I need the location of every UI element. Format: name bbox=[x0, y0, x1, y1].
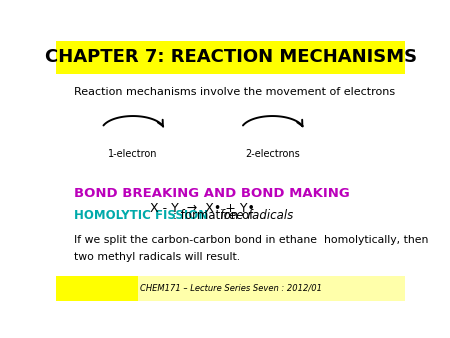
Text: BOND BREAKING AND BOND MAKING: BOND BREAKING AND BOND MAKING bbox=[74, 187, 350, 200]
Text: CHAPTER 7: REACTION MECHANISMS: CHAPTER 7: REACTION MECHANISMS bbox=[45, 48, 417, 66]
Text: Reaction mechanisms involve the movement of electrons: Reaction mechanisms involve the movement… bbox=[74, 87, 395, 97]
Text: 1-electron: 1-electron bbox=[108, 149, 158, 159]
Text: two methyl radicals will result.: two methyl radicals will result. bbox=[74, 252, 240, 262]
Text: 2-electrons: 2-electrons bbox=[245, 149, 300, 159]
Bar bbox=[56, 41, 405, 74]
Bar bbox=[56, 276, 138, 301]
Text: HOMOLYTIC FISSION: HOMOLYTIC FISSION bbox=[74, 209, 208, 222]
Text: free radicals: free radicals bbox=[220, 209, 293, 222]
Text: X - Y  →  X• + Y•: X - Y → X• + Y• bbox=[150, 202, 255, 215]
Text: If we split the carbon-carbon bond in ethane  homolytically, then: If we split the carbon-carbon bond in et… bbox=[74, 235, 428, 245]
Bar bbox=[138, 276, 405, 301]
Text: CHEM171 – Lecture Series Seven : 2012/01: CHEM171 – Lecture Series Seven : 2012/01 bbox=[140, 284, 322, 293]
Text: : formation of: : formation of bbox=[173, 209, 257, 222]
